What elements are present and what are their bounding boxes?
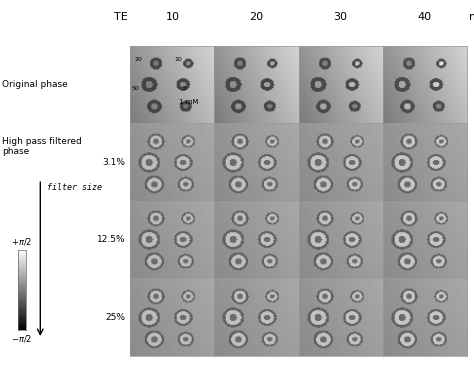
Text: 10: 10 (165, 11, 180, 22)
Text: 10: 10 (174, 57, 182, 62)
Text: $+\pi/2$: $+\pi/2$ (11, 236, 32, 247)
Text: 3.1%: 3.1% (102, 158, 126, 167)
Text: 20: 20 (249, 11, 264, 22)
Text: 12.5%: 12.5% (97, 235, 126, 244)
Text: 40: 40 (418, 11, 432, 22)
Text: filter size: filter size (47, 183, 102, 192)
Text: 25%: 25% (106, 313, 126, 322)
Text: 5: 5 (182, 86, 186, 91)
Text: 30: 30 (334, 11, 348, 22)
Text: 1 mM: 1 mM (179, 99, 199, 105)
Text: TE: TE (114, 11, 128, 22)
Text: High pass filtered
phase: High pass filtered phase (2, 137, 82, 156)
Text: 20: 20 (135, 57, 142, 62)
Text: Original phase: Original phase (2, 80, 68, 89)
Text: ms: ms (469, 11, 474, 22)
Text: $-\pi/2$: $-\pi/2$ (11, 333, 32, 344)
Text: 50: 50 (132, 86, 140, 91)
